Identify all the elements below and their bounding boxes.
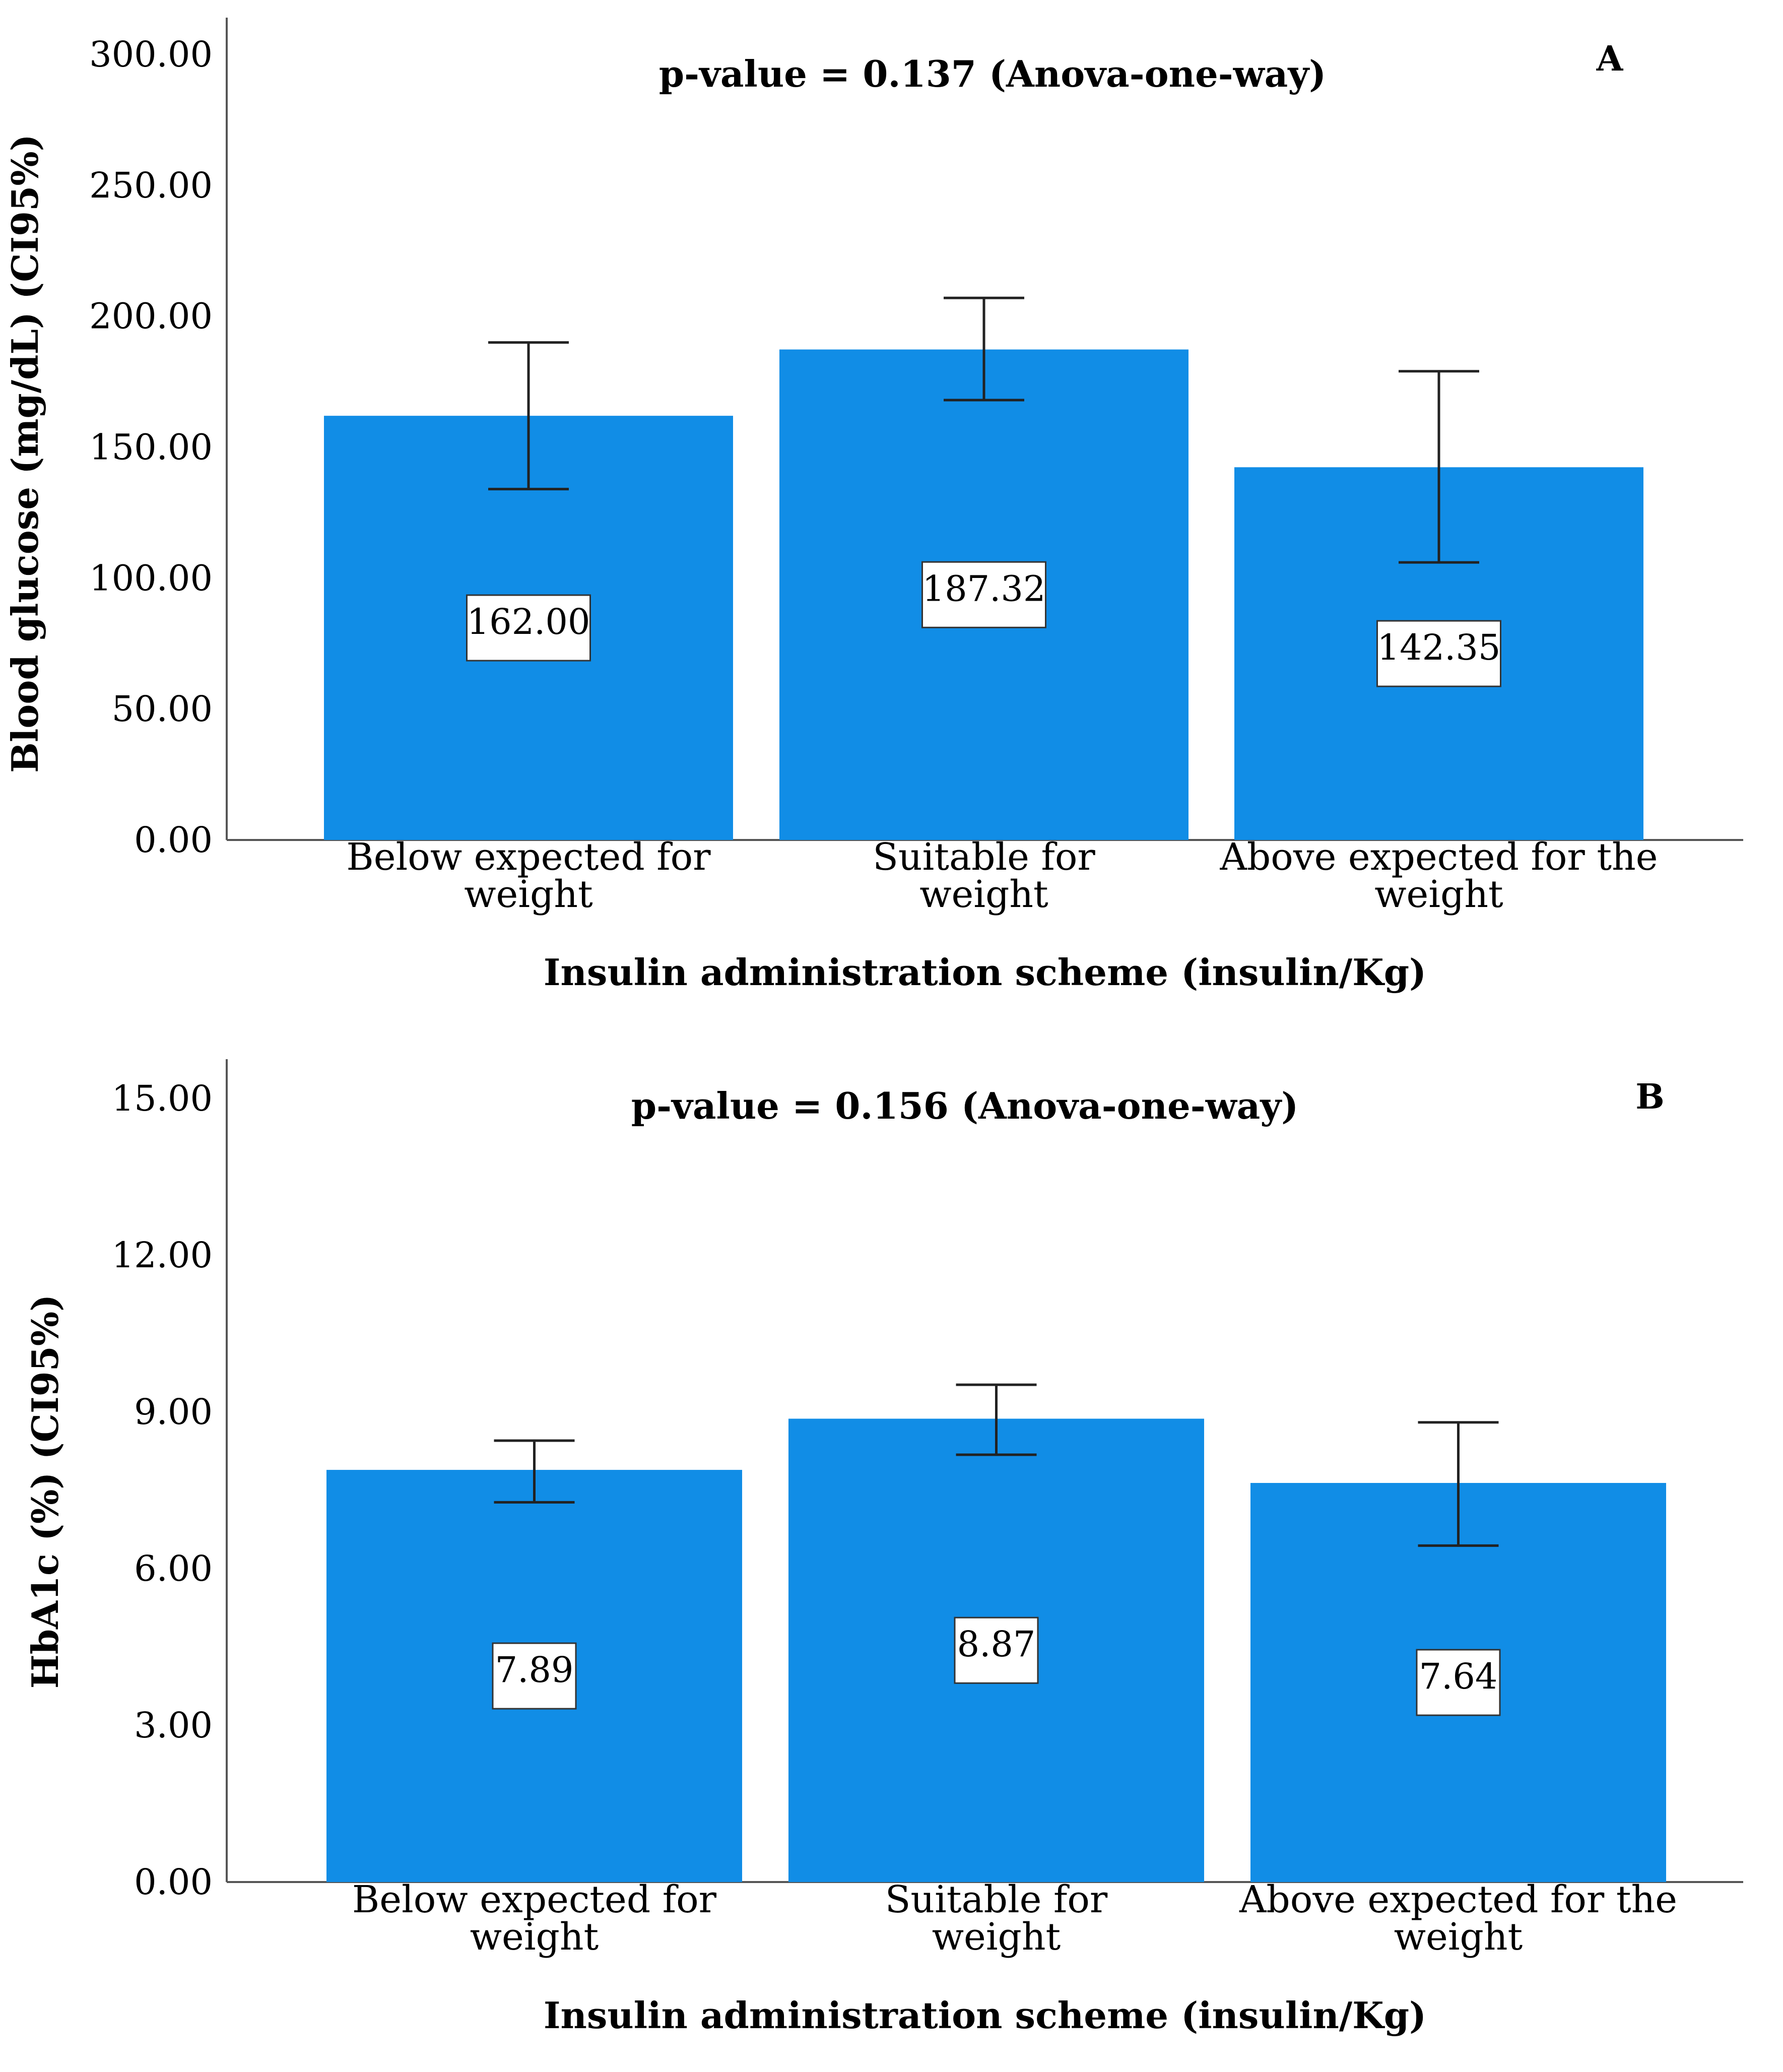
- y-axis-title: HbA1c (%) (CI95%): [24, 1294, 67, 1689]
- data-label-box: [954, 1616, 1039, 1684]
- error-bar: [1418, 1421, 1499, 1547]
- y-tick-label: 3.00: [134, 1705, 213, 1746]
- chart-panel-a: 0.00 50.00 100.00 150.00 200.00 250.00 300.00 1…: [4, 18, 1743, 994]
- x-tick-label: Below expected for weight: [346, 835, 711, 916]
- x-tick-label-line: weight: [470, 1915, 599, 1959]
- data-label: 8.87: [957, 1624, 1036, 1665]
- data-label-box: [1416, 1649, 1501, 1716]
- y-tick-label: 0.00: [134, 1861, 213, 1903]
- x-tick-label-line: Suitable for: [885, 1878, 1108, 1921]
- y-tick-label: 150.00: [89, 427, 213, 468]
- panel-letter: B: [1635, 1077, 1664, 1117]
- error-bar: [1399, 370, 1479, 564]
- y-tick-label: 6.00: [134, 1548, 213, 1589]
- data-label: 7.89: [495, 1649, 574, 1691]
- x-axis-title: Insulin administration scheme (insulin/K…: [544, 951, 1426, 994]
- data-label-box: [466, 594, 591, 662]
- data-label: 142.35: [1377, 627, 1501, 668]
- x-tick-label-line: weight: [919, 873, 1048, 916]
- data-label-box: [1376, 620, 1501, 687]
- x-tick-label: Suitable for weight: [873, 835, 1095, 916]
- error-bar: [494, 1439, 575, 1504]
- y-axis-title: Blood glucose (mg/dL) (CI95%): [4, 134, 46, 773]
- x-tick-label: Suitable for weight: [885, 1878, 1108, 1959]
- x-tick-label: Above expected for the weight: [1239, 1878, 1677, 1959]
- x-tick-label: Below expected for weight: [352, 1878, 717, 1959]
- y-tick-label: 12.00: [112, 1235, 213, 1276]
- data-label: 187.32: [922, 568, 1046, 609]
- data-label: 7.64: [1419, 1656, 1498, 1697]
- x-tick-label-line: Above expected for the: [1219, 835, 1658, 879]
- error-bar: [956, 1383, 1037, 1456]
- data-label: 162.00: [467, 601, 590, 642]
- x-tick-label-line: weight: [932, 1915, 1061, 1959]
- panel-letter: A: [1596, 39, 1624, 79]
- x-tick-label: Above expected for the weight: [1219, 835, 1658, 916]
- y-tick-label: 50.00: [112, 688, 213, 730]
- x-tick-label-line: weight: [464, 873, 593, 916]
- x-tick-label-line: Below expected for: [346, 835, 711, 879]
- p-value-annotation: p-value = 0.156 (Anova-one-way): [631, 1084, 1298, 1127]
- data-label-box: [921, 561, 1046, 628]
- error-bar: [944, 296, 1024, 402]
- y-tick-label: 250.00: [89, 165, 213, 206]
- x-tick-label-line: Below expected for: [352, 1878, 717, 1921]
- chart-panel-b: 0.00 3.00 6.00 9.00 12.00 15.00 7.89 8.87 7.64 Be…: [24, 1059, 1743, 2037]
- x-tick-label-line: Above expected for the: [1239, 1878, 1677, 1921]
- x-tick-label-line: weight: [1394, 1915, 1523, 1959]
- p-value-annotation: p-value = 0.137 (Anova-one-way): [659, 52, 1326, 95]
- y-tick-label: 9.00: [134, 1391, 213, 1433]
- data-label-box: [492, 1642, 577, 1710]
- y-tick-label: 0.00: [134, 819, 213, 861]
- x-tick-label-line: weight: [1374, 873, 1503, 916]
- y-tick-label: 15.00: [112, 1078, 213, 1119]
- error-bar: [488, 341, 569, 491]
- x-axis-title: Insulin administration scheme (insulin/K…: [544, 1994, 1426, 2037]
- y-tick-label: 300.00: [89, 34, 213, 75]
- y-tick-label: 200.00: [89, 296, 213, 337]
- y-tick-label: 100.00: [89, 557, 213, 599]
- x-tick-label-line: Suitable for: [873, 835, 1095, 879]
